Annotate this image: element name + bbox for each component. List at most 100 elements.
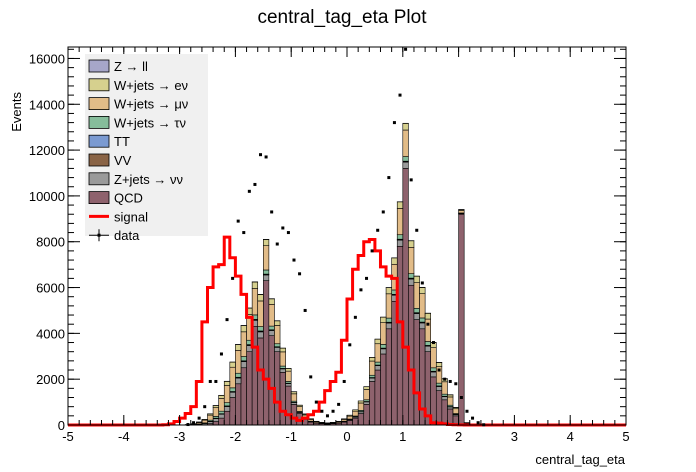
data-point <box>443 377 447 381</box>
stack-bar-w-jets-e <box>235 344 242 351</box>
stack-bar-w-jets <box>369 374 376 378</box>
stack-bar-qcd <box>458 213 465 426</box>
stack-bar-w-jets <box>229 366 236 389</box>
signal-line-group <box>68 235 626 427</box>
stack-bar-z-jets <box>435 386 443 391</box>
data-point <box>465 409 469 413</box>
data-point <box>298 272 302 276</box>
stack-bar-w-jets-e <box>413 275 420 283</box>
stack-bar-w-jets <box>441 381 448 395</box>
stack-bar-w-jets <box>424 318 431 342</box>
stack-bar-w-jets-e <box>290 391 298 395</box>
data-point <box>437 368 441 372</box>
y-tick-label: 8000 <box>36 235 65 250</box>
data-point <box>236 219 240 223</box>
stack-bar-w-jets <box>207 414 214 421</box>
stack-w-jets <box>179 156 487 426</box>
stack-bar-w-jets-e <box>374 338 381 345</box>
stack-bar-w-jets <box>274 325 281 345</box>
stack-bar-w-jets <box>424 341 431 346</box>
stack-bar-qcd <box>357 413 365 426</box>
stack-bar-z-jets <box>413 313 420 320</box>
legend-label-z-ll: Z → ll <box>114 59 148 74</box>
stack-bar-z-jets <box>268 330 275 336</box>
stack-bar-qcd <box>441 399 448 426</box>
stack-bar-w-jets <box>268 304 275 327</box>
stack-bar-w-jets-e <box>391 257 398 265</box>
stack-bar-z-jets <box>218 413 225 419</box>
stack-bar-w-jets <box>435 382 443 387</box>
data-point <box>476 421 480 425</box>
stack-bar-z-jets <box>363 401 370 405</box>
stack-bar-z-jets <box>223 406 231 412</box>
stack-bar-z-jets <box>369 377 376 382</box>
data-point <box>225 318 229 322</box>
data-point <box>247 189 251 193</box>
stack-bar-z-jets <box>374 365 381 371</box>
data-point <box>320 409 324 413</box>
y-tick-label: 12000 <box>29 143 65 158</box>
stack-bar-w-jets-e <box>223 381 231 386</box>
stack-bar-z-jets <box>207 421 214 424</box>
stack-bar-w-jets <box>402 156 409 162</box>
stack-bar-z-jets <box>408 278 415 286</box>
stack-bar-qcd <box>346 420 353 426</box>
stack-bar-w-jets <box>240 331 247 357</box>
stack-bar-w-jets <box>352 410 359 417</box>
stack-bar-w-jets <box>385 317 392 323</box>
stack-bar-w-jets-e <box>369 357 376 362</box>
y-tick-label: 0 <box>58 418 65 433</box>
stack-bar-w-jets-e <box>268 298 275 305</box>
x-tick-label: 5 <box>622 429 629 444</box>
data-point <box>415 228 419 232</box>
legend-label-w-jets-e: W+jets → eν <box>114 78 188 93</box>
stack-bar-w-jets-e <box>274 320 281 326</box>
data-point <box>448 379 452 383</box>
data-point <box>259 153 263 157</box>
data-point <box>471 416 475 420</box>
data-point <box>431 341 435 345</box>
stack-bar-qcd <box>374 369 381 426</box>
legend-label-w-jets: W+jets → τν <box>114 115 186 130</box>
stack-bar-w-jets-e <box>380 316 387 323</box>
x-tick-label: -2 <box>230 429 242 444</box>
stack-bar-qcd <box>212 421 219 426</box>
stack-bar-qcd <box>380 353 387 426</box>
y-axis-label: Events <box>9 92 24 132</box>
stack-bar-w-jets <box>290 393 298 402</box>
legend-label-qcd: QCD <box>114 191 143 206</box>
stack-bar-z-jets <box>212 418 219 422</box>
x-tick-label: -5 <box>62 429 74 444</box>
stack-bar-w-jets <box>218 398 225 412</box>
data-point <box>270 210 274 214</box>
data-point <box>292 258 296 262</box>
stack-z-ll <box>196 122 493 426</box>
x-tick-label: -1 <box>285 429 297 444</box>
stack-bar-w-jets <box>223 402 231 407</box>
chart-title: central_tag_eta Plot <box>257 7 427 28</box>
stack-bar-w-jets <box>441 393 448 397</box>
stack-bar-w-jets <box>279 351 286 367</box>
y-tick-label: 16000 <box>29 51 65 66</box>
x-tick-label: -3 <box>174 429 186 444</box>
stack-bar-w-jets <box>257 326 264 332</box>
stack-bar-qcd <box>262 280 270 426</box>
stack-bar-z-jets <box>424 345 431 352</box>
stack-bar-qcd <box>235 383 242 426</box>
stack-bar-w-jets <box>380 322 387 345</box>
legend-swatch-tt <box>88 134 110 148</box>
data-point <box>253 182 257 186</box>
stack-bar-w-jets-e <box>396 201 404 209</box>
data-point <box>404 47 408 51</box>
stack-bar-w-jets-e <box>240 325 247 333</box>
stack-bar-w-jets-e <box>346 414 353 417</box>
signal-line <box>68 235 626 427</box>
stack-bar-w-jets-e <box>262 239 270 246</box>
data-point <box>459 396 463 400</box>
y-tick-label: 10000 <box>29 189 65 204</box>
stack-bar-qcd <box>363 404 370 426</box>
stack-bar-w-jets-e <box>402 123 409 131</box>
data-point <box>392 121 396 125</box>
stack-bar-qcd <box>369 381 376 426</box>
data-point <box>359 288 363 292</box>
